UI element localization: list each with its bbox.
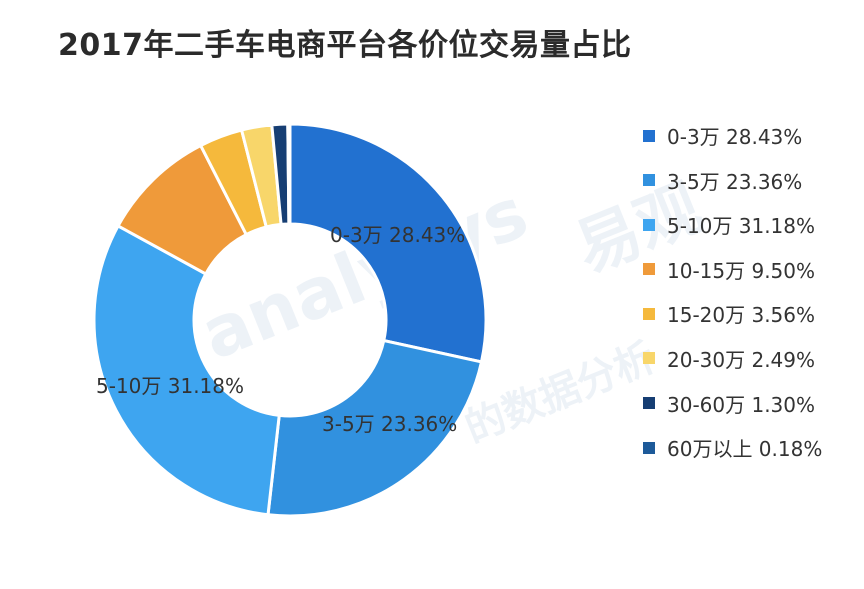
legend-label: 3-5万 23.36% xyxy=(667,169,803,194)
legend-item: 3-5万 23.36% xyxy=(643,163,822,198)
chart-title: 2017年二手车电商平台各价位交易量占比 xyxy=(58,28,632,63)
legend-label: 0-3万 28.43% xyxy=(667,125,803,149)
legend-swatch xyxy=(643,352,655,365)
legend-swatch xyxy=(643,218,655,231)
legend-swatch xyxy=(643,397,655,410)
legend-item: 30-60万 1.30% xyxy=(643,386,822,421)
legend-label: 60万以上 0.18% xyxy=(667,437,823,462)
legend-item: 15-20万 3.56% xyxy=(643,296,822,331)
legend-swatch xyxy=(643,263,655,276)
legend-label: 10-15万 9.50% xyxy=(667,258,816,283)
legend-swatch xyxy=(643,174,655,187)
donut-slice-60万以上 xyxy=(286,122,292,226)
data-label-5-10万: 5-10万 31.18% xyxy=(96,374,244,398)
legend-swatch xyxy=(643,307,655,320)
legend-item: 60万以上 0.18% xyxy=(643,430,822,465)
data-label-3-5万: 3-5万 23.36% xyxy=(322,412,457,436)
legend-swatch xyxy=(643,129,655,142)
donut-slice-3-5万 xyxy=(266,338,484,518)
legend-item: 20-30万 2.49% xyxy=(643,341,822,376)
legend-item: 0-3万 28.43% xyxy=(643,118,822,153)
legend-swatch xyxy=(643,441,655,454)
donut-slice-0-3万 xyxy=(288,122,488,364)
legend-label: 15-20万 3.56% xyxy=(667,303,816,328)
chart-legend: 0-3万 28.43% 3-5万 23.36% 5-10万 31.18% 10-15万… xyxy=(643,118,822,475)
legend-label: 20-30万 2.49% xyxy=(667,347,816,372)
legend-label: 5-10万 31.18% xyxy=(667,214,816,239)
legend-item: 10-15万 9.50% xyxy=(643,252,822,287)
data-label-0-3万: 0-3万 28.43% xyxy=(330,223,465,247)
donut-slice-5-10万 xyxy=(92,223,281,517)
legend-label: 30-60万 1.30% xyxy=(667,392,816,417)
legend-item: 5-10万 31.18% xyxy=(643,207,822,242)
